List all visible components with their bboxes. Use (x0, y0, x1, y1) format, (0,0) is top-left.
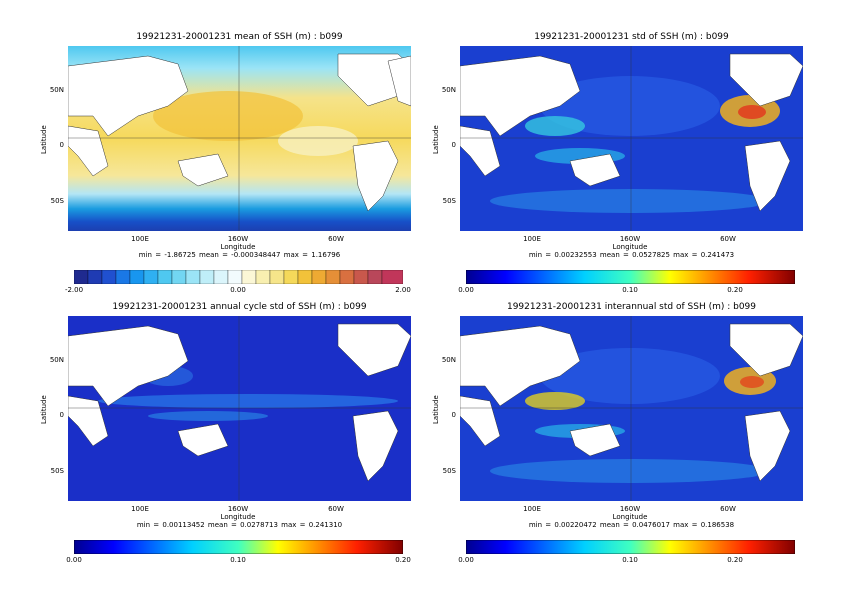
colorbar (73, 539, 404, 555)
stats-line: min = 0.00220472 mean = 0.0476017 max = … (528, 521, 735, 529)
y-tick-50n: 50N (441, 356, 456, 364)
y-tick-0: 0 (451, 141, 456, 149)
colorbar-diverging (73, 269, 404, 285)
colorbar-tick-max: 0.20 (395, 556, 411, 564)
x-tick-100e: 100E (131, 505, 149, 513)
x-tick-100e: 100E (523, 235, 541, 243)
colorbar-jet (465, 539, 796, 555)
map-panel-interannual-std: 19921231-20001231 interannual std of SSH… (420, 302, 803, 572)
y-tick-50s: 50S (50, 197, 64, 205)
map-title: 19921231-20001231 annual cycle std of SS… (112, 302, 367, 312)
land-mask (68, 323, 411, 482)
x-tick-60w: 60W (720, 505, 736, 513)
map-title: 19921231-20001231 mean of SSH (m) : b099 (136, 32, 343, 42)
ssh-mean-map (68, 46, 411, 231)
x-tick-160w: 160W (619, 235, 641, 243)
colorbar-tick-mid: 0.10 (622, 556, 638, 564)
colorbar-tick-mid: 0.10 (230, 556, 246, 564)
stats-line: min = -1.86725 mean = -0.000348447 max =… (138, 251, 341, 259)
x-tick-160w: 160W (619, 505, 641, 513)
y-tick-50s: 50S (442, 197, 456, 205)
land-mask (460, 323, 803, 482)
colorbar-tick-max: 0.20 (727, 556, 743, 564)
y-tick-0: 0 (59, 141, 64, 149)
x-axis-label: Longitude (220, 243, 256, 251)
x-tick-100e: 100E (131, 235, 149, 243)
x-axis-label: Longitude (612, 513, 648, 521)
x-tick-60w: 60W (328, 235, 344, 243)
warm-pool (153, 91, 303, 141)
y-tick-50s: 50S (442, 467, 456, 475)
colorbar-tick-max: 0.20 (727, 286, 743, 294)
ssh-interannual-std-map (460, 316, 803, 501)
y-tick-50n: 50N (441, 86, 456, 94)
land-mask (68, 53, 411, 212)
colorbar-tick-mid: 0.00 (230, 286, 246, 294)
y-tick-50n: 50N (49, 356, 64, 364)
colorbar-tick-mid: 0.10 (622, 286, 638, 294)
x-tick-60w: 60W (720, 235, 736, 243)
colorbar-jet (73, 539, 404, 555)
y-axis-label: Latitude (40, 125, 48, 154)
ssh-annual-std-map (68, 316, 411, 501)
colorbar-tick-min: 0.00 (458, 556, 474, 564)
x-tick-160w: 160W (227, 235, 249, 243)
x-tick-100e: 100E (523, 505, 541, 513)
colorbar-tick-min: 0.00 (458, 286, 474, 294)
x-axis-label: Longitude (612, 243, 648, 251)
y-axis-label: Latitude (432, 125, 440, 154)
x-axis-label: Longitude (220, 513, 256, 521)
east-pacific-anomaly (278, 126, 358, 156)
y-axis-label: Latitude (40, 395, 48, 424)
colorbar (465, 539, 796, 555)
colorbar-tick-min: 0.00 (66, 556, 82, 564)
colorbar (73, 269, 404, 285)
colorbar (465, 269, 796, 285)
x-tick-160w: 160W (227, 505, 249, 513)
y-axis-label: Latitude (432, 395, 440, 424)
map-panel-std: 19921231-20001231 std of SSH (m) : b099 … (420, 32, 803, 302)
y-tick-0: 0 (59, 411, 64, 419)
y-tick-50n: 50N (49, 86, 64, 94)
map-panel-annual-std: 19921231-20001231 annual cycle std of SS… (28, 302, 411, 572)
map-title: 19921231-20001231 std of SSH (m) : b099 (534, 32, 729, 42)
stats-line: min = 0.00113452 mean = 0.0278713 max = … (136, 521, 343, 529)
map-panel-mean: 19921231-20001231 mean of SSH (m) : b099… (28, 32, 411, 302)
stats-line: min = 0.00232553 mean = 0.0527825 max = … (528, 251, 735, 259)
x-tick-60w: 60W (328, 505, 344, 513)
colorbar-tick-min: -2.00 (64, 286, 84, 294)
map-title: 19921231-20001231 interannual std of SSH… (506, 302, 757, 312)
y-tick-0: 0 (451, 411, 456, 419)
land-mask (460, 53, 803, 212)
colorbar-jet (465, 269, 796, 285)
colorbar-tick-max: 2.00 (395, 286, 411, 294)
ssh-std-map (460, 46, 803, 231)
y-tick-50s: 50S (50, 467, 64, 475)
